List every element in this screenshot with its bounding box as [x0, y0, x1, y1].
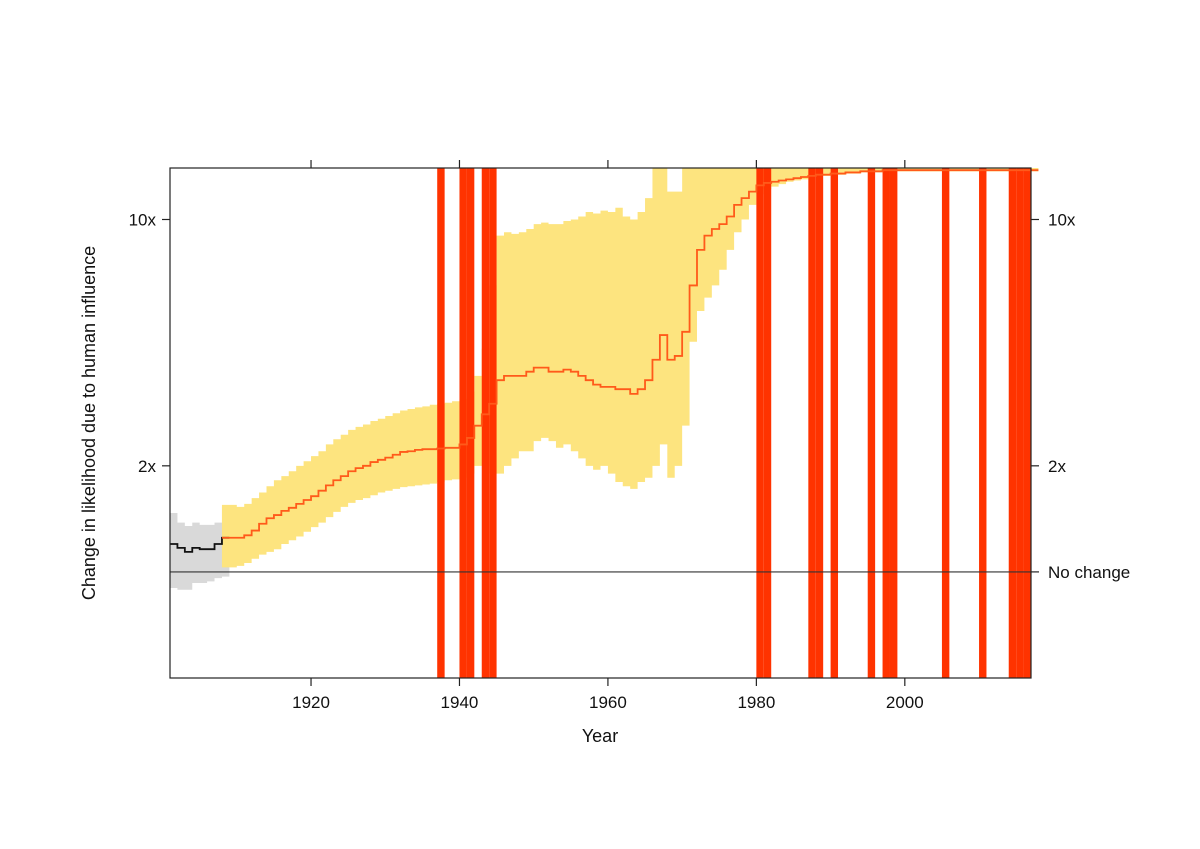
- x-axis-title: Year: [582, 726, 618, 746]
- event-bar-1937: [437, 168, 445, 678]
- x-tick-label-1960: 1960: [589, 693, 627, 712]
- event-bar-1995: [867, 168, 876, 678]
- x-axis: 1920 1940 1960 1980 2000: [292, 160, 924, 712]
- event-bar-1941: [466, 168, 475, 678]
- event-bar-1940: [459, 168, 467, 678]
- y-axis-right: No change 2x 10x: [1031, 210, 1130, 582]
- attribution-uncertainty-band: [221, 168, 1039, 568]
- event-bar-2005: [941, 168, 950, 678]
- event-bar-1990: [830, 168, 839, 678]
- early-median-line: [170, 536, 230, 553]
- event-bar-1944: [489, 168, 497, 678]
- y-axis-title: Change in likelihood due to human influe…: [79, 246, 99, 600]
- attribution-median-line: [221, 169, 1039, 539]
- event-bar-1988: [815, 168, 824, 678]
- x-tick-label-1940: 1940: [441, 693, 479, 712]
- event-bar-1998: [889, 168, 898, 678]
- event-bar-1943: [481, 168, 490, 678]
- event-bar-2015: [1016, 168, 1024, 678]
- event-bar-2016: [1023, 168, 1031, 678]
- plot-frame: [169, 167, 1032, 679]
- uncertainty-bands: [170, 168, 1039, 590]
- y-tick-label-right-2: 2x: [1048, 457, 1066, 476]
- y-tick-label-left-2: 2x: [138, 457, 156, 476]
- event-bar-2010: [979, 168, 987, 678]
- event-bar-1980: [756, 168, 764, 678]
- x-tick-label-1980: 1980: [737, 693, 775, 712]
- y-axis-left: 2x 10x: [129, 210, 170, 476]
- median-lines: [170, 169, 1039, 553]
- x-tick-label-1920: 1920: [292, 693, 330, 712]
- y-tick-label-left-10: 10x: [129, 210, 157, 229]
- x-tick-label-2000: 2000: [886, 693, 924, 712]
- y-tick-label-right-10: 10x: [1048, 210, 1076, 229]
- event-bars: [437, 168, 1031, 678]
- event-bar-1981: [763, 168, 772, 678]
- event-bar-1987: [808, 168, 816, 678]
- event-bar-1997: [882, 168, 890, 678]
- y-tick-label-right-1: No change: [1048, 563, 1130, 582]
- event-bar-2014: [1008, 168, 1017, 678]
